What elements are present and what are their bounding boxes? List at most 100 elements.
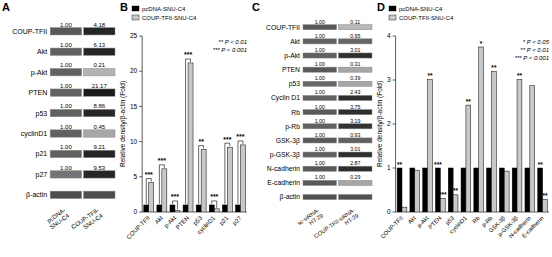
bar <box>209 205 214 212</box>
blot-band <box>303 194 337 199</box>
data-label: 1.00 <box>315 174 325 180</box>
blot-band <box>339 152 373 157</box>
row-label: p-Rb <box>285 123 300 131</box>
row-label: β-actin <box>280 193 301 201</box>
bar <box>188 63 193 212</box>
data-label: 0.39 <box>350 75 360 81</box>
blot-band <box>84 109 115 116</box>
data-label: 9.21 <box>93 144 105 150</box>
bar <box>499 168 504 212</box>
row-label: p27 <box>36 171 48 179</box>
y-tick-label: 25 <box>130 32 138 39</box>
bar <box>461 168 466 212</box>
blot-band <box>339 166 373 171</box>
data-label: 1.00 <box>60 103 72 109</box>
blot-panel: ACOUP-TFII1.004.18Akt1.006.13p-Akt1.000.… <box>2 1 115 236</box>
row-label: p21 <box>36 150 48 158</box>
data-label: 1.00 <box>315 160 325 166</box>
row-label: E-cadherin <box>267 179 300 186</box>
lane-label: pcDNA-SNU-C4 <box>45 207 71 231</box>
blot-band <box>84 150 115 157</box>
x-tick-label: COUP-TFII <box>125 215 151 241</box>
significance-label: *** <box>434 161 442 168</box>
x-tick-label: p27 <box>231 214 243 226</box>
blot-band <box>339 81 373 86</box>
data-label: 1.00 <box>60 42 72 48</box>
data-label: 2.87 <box>350 160 360 166</box>
row-label: Rb <box>291 109 300 116</box>
row-label: COUP-TFII <box>266 24 300 31</box>
y-tick <box>139 71 142 72</box>
row-label: p53 <box>36 110 48 118</box>
y-tick-label: 5 <box>134 173 138 180</box>
blot-band <box>303 95 337 100</box>
data-label: 3.19 <box>350 118 360 124</box>
figure: ACOUP-TFII1.004.18Akt1.006.13p-Akt1.000.… <box>0 0 552 257</box>
blot-band <box>50 48 81 55</box>
y-tick <box>139 36 142 37</box>
y-tick-label: 1 <box>387 164 391 171</box>
bar <box>415 170 420 212</box>
bar <box>543 199 548 212</box>
bar <box>530 86 535 212</box>
y-tick <box>393 212 396 213</box>
y-tick <box>393 36 396 37</box>
blot-band <box>50 150 81 157</box>
blot-band <box>339 180 373 185</box>
blot-band <box>303 53 337 58</box>
significance-label: ** <box>397 161 403 168</box>
panel-title: A <box>2 1 10 13</box>
lane-label: sc-siRNA-HT-29 <box>296 207 324 232</box>
significance-label: ** <box>427 72 433 79</box>
bar <box>440 198 445 212</box>
bar <box>201 150 206 212</box>
blot-band <box>339 25 373 30</box>
bar <box>474 168 479 212</box>
significance-label: ** <box>538 161 544 168</box>
significance-label: *** <box>223 136 231 143</box>
y-tick <box>393 124 396 125</box>
bar <box>162 169 167 212</box>
x-tick-label: p21 <box>218 214 230 226</box>
bar <box>538 168 543 212</box>
bar <box>235 205 240 212</box>
blot-band <box>303 180 337 185</box>
legend-swatch <box>389 6 396 11</box>
data-label: 1.00 <box>315 132 325 138</box>
blot-band <box>84 68 115 75</box>
blot-band <box>339 39 373 44</box>
blot-band <box>303 138 337 143</box>
blot-band <box>50 109 81 116</box>
lane-label-line: SNU-C4 <box>49 212 71 230</box>
legend-label: COUP-TFII-SNU-C4 <box>399 15 454 21</box>
x-tick-label: Rb <box>471 215 480 224</box>
data-label: 0.95 <box>350 33 360 39</box>
blot-band <box>339 110 373 115</box>
row-label: COUP-TFII <box>12 28 47 35</box>
data-label: 1.00 <box>60 144 72 150</box>
significance-label: ** <box>466 98 472 105</box>
row-label: Akt <box>290 38 300 45</box>
blot-band <box>84 171 115 178</box>
y-axis-label: Relative density/β-actin (Fold) <box>376 81 384 167</box>
y-tick-label: 0 <box>134 208 138 215</box>
y-axis-label: Relative density/β-actin (Fold) <box>119 81 127 167</box>
significance-label: ** <box>491 64 497 71</box>
row-label: β-actin <box>26 191 47 199</box>
data-label: 1.00 <box>315 146 325 152</box>
significance-label: * <box>480 40 483 47</box>
data-label: 1.00 <box>60 22 72 28</box>
bar <box>157 205 162 212</box>
bar-panel: D01234Relative density/β-actin (Fold)COU… <box>376 1 550 240</box>
row-label: PTEN <box>282 66 300 73</box>
y-tick-label: 4 <box>387 32 391 39</box>
data-label: 1.00 <box>60 62 72 68</box>
legend-label: pcDNA-SNU-C4 <box>142 6 186 12</box>
bar-panel: B0510152025Relative density/β-actin (Fol… <box>119 1 247 240</box>
bars <box>144 63 246 212</box>
data-label: 2.43 <box>350 89 360 95</box>
row-label: cyclinD1 <box>21 130 48 138</box>
significance-bracket <box>159 165 164 204</box>
x-tick-label: COUP-TFII <box>379 215 404 240</box>
y-tick-label: 15 <box>130 103 138 110</box>
